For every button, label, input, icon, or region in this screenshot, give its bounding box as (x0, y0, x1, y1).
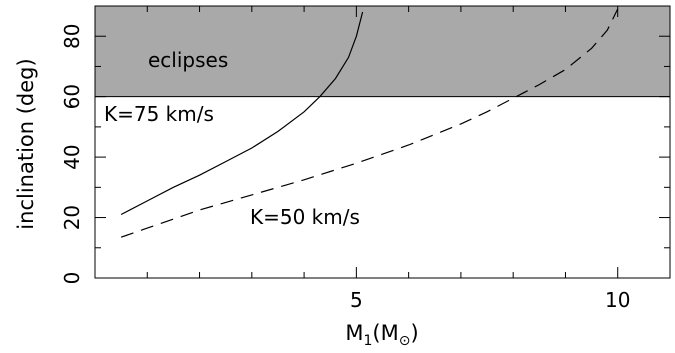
x-axis-label: M1(M⊙) (345, 321, 418, 349)
k75-label: K=75 km/s (104, 102, 214, 126)
k50-label: K=50 km/s (250, 205, 360, 229)
y-tick-label: 40 (60, 144, 84, 169)
y-tick-label: 80 (60, 23, 84, 48)
x-tick-label: 10 (605, 288, 630, 312)
y-tick-label: 0 (60, 272, 84, 285)
eclipse-region (95, 6, 670, 97)
series-line-k50 (120, 8, 619, 238)
y-tick-label: 20 (60, 205, 84, 230)
x-tick-label: 5 (350, 288, 363, 312)
y-axis-label: inclination (deg) (14, 58, 38, 229)
y-tick-label: 60 (60, 84, 84, 109)
eclipses-label: eclipses (148, 48, 228, 72)
plot-frame (94, 5, 671, 279)
series-line-k75 (120, 11, 364, 216)
